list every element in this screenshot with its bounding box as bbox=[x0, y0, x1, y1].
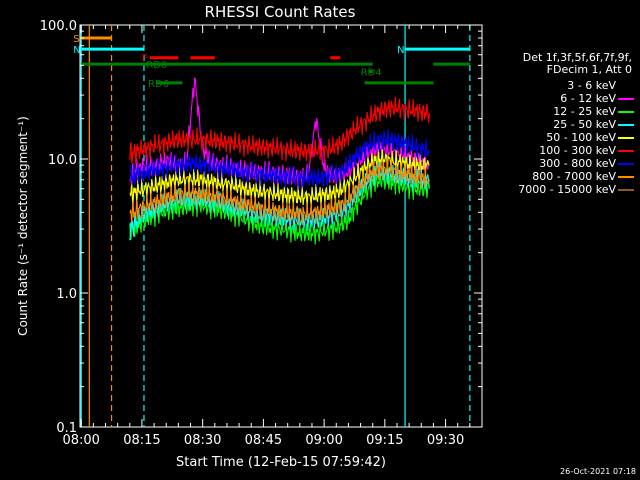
legend-label: 100 - 300 keV bbox=[539, 144, 616, 157]
y-tick-label: 100.0 bbox=[40, 19, 77, 34]
x-tick-label: 08:45 bbox=[245, 433, 282, 448]
legend-label: 3 - 6 keV bbox=[567, 79, 616, 92]
annotation-label: N bbox=[397, 45, 404, 56]
legend-label: 7000 - 15000 keV bbox=[518, 183, 616, 196]
legend-header-line: Det 1f,3f,5f,6f,7f,9f, bbox=[522, 51, 632, 64]
legend-swatch bbox=[618, 176, 634, 178]
x-tick-label: 09:15 bbox=[366, 433, 403, 448]
annotation-label: N bbox=[73, 45, 80, 56]
x-axis-ticks: 08:00 08:15 08:30 08:45 09:00 09:15 09:30 bbox=[62, 25, 471, 448]
y-axis-label: Count Rate (s⁻¹ detector segment⁻¹) bbox=[16, 116, 30, 336]
legend-item: 12 - 25 keV bbox=[480, 105, 640, 118]
x-axis-label: Start Time (12-Feb-15 07:59:42) bbox=[176, 455, 386, 470]
legend-item: 100 - 300 keV bbox=[480, 144, 640, 157]
y-tick-label: 0.1 bbox=[56, 421, 77, 436]
legend-swatch bbox=[618, 137, 634, 139]
chart-title: RHESSI Count Rates bbox=[205, 3, 356, 21]
legend-label: 25 - 50 keV bbox=[553, 118, 616, 131]
timestamp: 26-Oct-2021 07:18 bbox=[560, 467, 636, 476]
legend-label: 50 - 100 keV bbox=[546, 131, 616, 144]
series-lines bbox=[129, 77, 430, 258]
legend-swatch bbox=[618, 189, 634, 191]
legend-item: 6 - 12 keV bbox=[480, 92, 640, 105]
legend-swatch bbox=[618, 124, 634, 126]
series-line bbox=[129, 128, 430, 190]
series-line bbox=[129, 157, 430, 226]
x-tick-label: 08:30 bbox=[184, 433, 221, 448]
annotation-label: S bbox=[73, 34, 79, 45]
plot-frame bbox=[79, 24, 483, 428]
legend: 3 - 6 keV 6 - 12 keV 12 - 25 keV 25 - 50 ke… bbox=[480, 79, 640, 196]
legend-label: 6 - 12 keV bbox=[560, 92, 616, 105]
y-tick-label: 10.0 bbox=[48, 153, 77, 168]
legend-item: 3 - 6 keV bbox=[480, 79, 640, 92]
legend-header-line: FDecim 1, Att 0 bbox=[546, 63, 632, 76]
legend-item: 50 - 100 keV bbox=[480, 131, 640, 144]
legend-header: Det 1f,3f,5f,6f,7f,9f, FDecim 1, Att 0 bbox=[480, 52, 632, 76]
legend-label: 12 - 25 keV bbox=[553, 105, 616, 118]
y-tick-label: 1.0 bbox=[56, 287, 77, 302]
legend-label: 800 - 7000 keV bbox=[532, 170, 616, 183]
x-tick-label: 09:30 bbox=[427, 433, 464, 448]
legend-swatch bbox=[618, 163, 634, 165]
annotation-label: RD4 bbox=[361, 67, 382, 78]
legend-item: 7000 - 15000 keV bbox=[480, 183, 640, 196]
legend-swatch bbox=[618, 98, 634, 100]
annotation-label: RD0 bbox=[146, 60, 167, 71]
legend-swatch bbox=[618, 111, 634, 113]
legend-label: 300 - 800 keV bbox=[539, 157, 616, 170]
series-line bbox=[129, 169, 430, 245]
legend-item: 300 - 800 keV bbox=[480, 157, 640, 170]
annotation-label: F bbox=[142, 54, 148, 65]
legend-item: 25 - 50 keV bbox=[480, 118, 640, 131]
legend-swatch bbox=[618, 150, 634, 152]
legend-item: 800 - 7000 keV bbox=[480, 170, 640, 183]
legend-swatch bbox=[618, 85, 634, 87]
series-line bbox=[129, 149, 430, 210]
x-tick-label: 08:15 bbox=[123, 433, 160, 448]
series-line bbox=[129, 96, 430, 165]
x-tick-label: 08:00 bbox=[62, 433, 99, 448]
x-tick-label: 09:00 bbox=[305, 433, 342, 448]
annotation-label: RD6 bbox=[148, 79, 169, 90]
